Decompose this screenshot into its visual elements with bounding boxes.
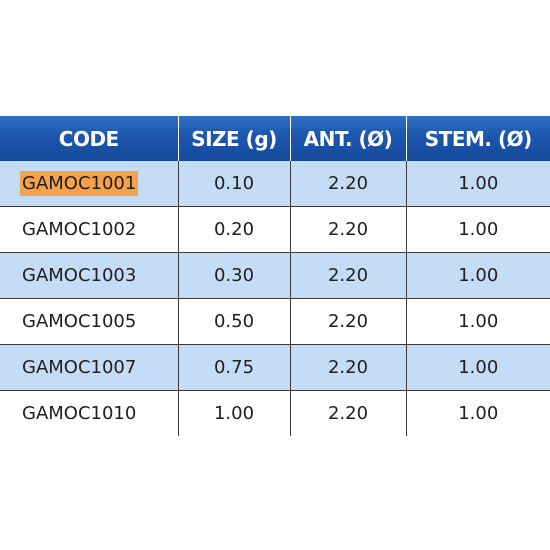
ant-cell: 2.20: [290, 252, 407, 299]
header-code: CODE: [0, 116, 179, 161]
code-cell: GAMOC1010: [0, 390, 179, 436]
stem-cell: 1.00: [406, 252, 550, 299]
size-cell: 1.00: [178, 390, 291, 436]
product-spec-table-container: CODE SIZE (g) ANT. (Ø) STEM. (Ø) GAMOC10…: [0, 116, 550, 436]
table-row: GAMOC1005 0.50 2.20 1.00: [0, 298, 550, 345]
code-cell: GAMOC1002: [0, 206, 179, 253]
size-cell: 0.50: [178, 298, 291, 345]
ant-cell: 2.20: [290, 298, 407, 345]
size-cell: 0.10: [178, 161, 291, 207]
product-spec-table: CODE SIZE (g) ANT. (Ø) STEM. (Ø) GAMOC10…: [0, 116, 550, 436]
table-row: GAMOC1007 0.75 2.20 1.00: [0, 344, 550, 391]
stem-cell: 1.00: [406, 298, 550, 345]
ant-cell: 2.20: [290, 344, 407, 391]
code-cell: GAMOC1005: [0, 298, 179, 345]
ant-cell: 2.20: [290, 161, 407, 207]
code-cell: GAMOC1003: [0, 252, 179, 299]
table-row: GAMOC1001 0.10 2.20 1.00: [0, 161, 550, 207]
table-header: CODE SIZE (g) ANT. (Ø) STEM. (Ø): [0, 116, 550, 161]
header-size: SIZE (g): [178, 116, 291, 161]
stem-cell: 1.00: [406, 390, 550, 436]
size-cell: 0.75: [178, 344, 291, 391]
ant-cell: 2.20: [290, 206, 407, 253]
stem-cell: 1.00: [406, 161, 550, 207]
code-cell: GAMOC1001: [0, 161, 179, 207]
table-row: GAMOC1003 0.30 2.20 1.00: [0, 252, 550, 299]
stem-cell: 1.00: [406, 344, 550, 391]
table-row: GAMOC1010 1.00 2.20 1.00: [0, 390, 550, 436]
header-stem: STEM. (Ø): [406, 116, 550, 161]
code-cell: GAMOC1007: [0, 344, 179, 391]
header-ant: ANT. (Ø): [290, 116, 407, 161]
header-row: CODE SIZE (g) ANT. (Ø) STEM. (Ø): [0, 116, 550, 161]
stem-cell: 1.00: [406, 206, 550, 253]
table-row: GAMOC1002 0.20 2.20 1.00: [0, 206, 550, 253]
size-cell: 0.20: [178, 206, 291, 253]
highlighted-code: GAMOC1001: [20, 171, 139, 196]
size-cell: 0.30: [178, 252, 291, 299]
ant-cell: 2.20: [290, 390, 407, 436]
table-body: GAMOC1001 0.10 2.20 1.00 GAMOC1002 0.20 …: [0, 161, 550, 436]
